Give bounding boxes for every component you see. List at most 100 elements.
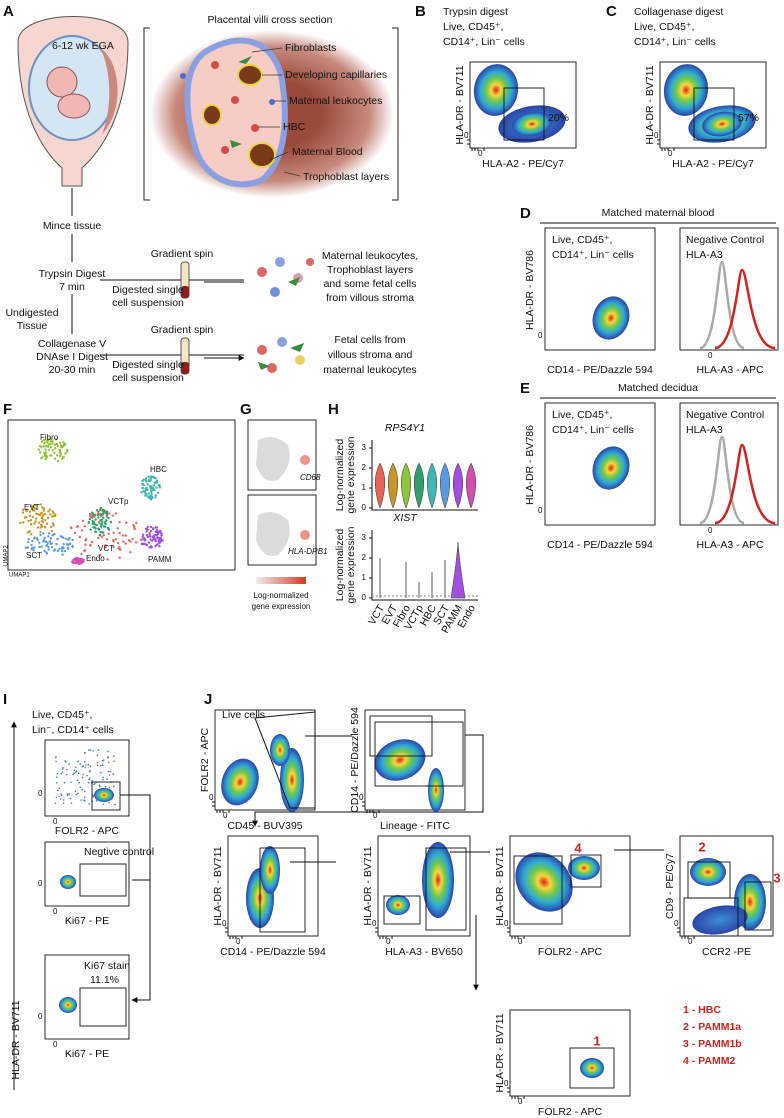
cell-point xyxy=(31,546,34,550)
tick-label: 0 xyxy=(504,919,509,928)
cell-point xyxy=(104,543,107,547)
cell-point xyxy=(39,503,42,506)
plot-frame xyxy=(469,61,577,149)
cell-point xyxy=(84,790,86,793)
cell-point xyxy=(150,493,153,496)
cell-point xyxy=(39,530,42,534)
cell-point xyxy=(51,534,54,537)
cell-point xyxy=(146,535,150,539)
cell-point xyxy=(143,539,147,542)
cell-point xyxy=(36,538,39,542)
cell-point xyxy=(158,538,161,542)
axis-label: CD14 - PE/Dazzle 594 xyxy=(547,539,653,551)
cell-point xyxy=(35,512,38,516)
legend-entry: HLA-A3 xyxy=(686,249,723,261)
cell-point xyxy=(118,521,121,524)
density xyxy=(702,111,742,137)
cell-point xyxy=(89,765,92,768)
cell-point xyxy=(93,515,96,518)
cell-point xyxy=(58,795,60,798)
cell-point xyxy=(92,526,95,529)
gate xyxy=(570,854,602,888)
cell-point xyxy=(59,798,62,800)
cell-point xyxy=(56,772,59,775)
cell-point xyxy=(129,550,132,554)
cell-point xyxy=(37,448,40,451)
cell-point xyxy=(93,783,95,786)
cell-point xyxy=(61,536,65,539)
gate xyxy=(569,1047,615,1089)
cell-point xyxy=(75,793,78,796)
tick-marks xyxy=(212,801,230,813)
label: 7 min xyxy=(59,281,85,293)
cell-point xyxy=(125,521,128,524)
cell-point xyxy=(29,518,33,522)
cluster-label: SCT xyxy=(26,551,42,560)
cell-point xyxy=(47,535,50,538)
tick-label: 0 xyxy=(708,351,713,360)
umap-shadow xyxy=(256,436,290,481)
tick-marks xyxy=(507,1087,525,1099)
axis-label: CD14 - PE/Dazzle 594 xyxy=(349,707,361,813)
cell-point xyxy=(91,514,95,517)
gene-label: HLA-DRB1 xyxy=(288,547,328,556)
cell-point xyxy=(101,520,104,524)
gate-value: 57% xyxy=(738,112,759,124)
cell-point xyxy=(64,760,66,762)
cell-point xyxy=(99,508,102,511)
cell-point xyxy=(141,535,144,539)
cell-point xyxy=(112,540,115,543)
cell-point xyxy=(116,541,120,545)
cell-point xyxy=(37,521,41,524)
axis-label: HLA-DR - BV711 xyxy=(10,1000,22,1079)
density xyxy=(260,846,280,894)
gate xyxy=(744,881,772,931)
density xyxy=(663,64,709,116)
density xyxy=(473,64,519,116)
cell-point xyxy=(31,515,35,519)
panel-letter: C xyxy=(606,3,617,20)
cell-point xyxy=(140,542,143,546)
cell-point xyxy=(72,558,75,562)
cell-point xyxy=(59,535,62,538)
cell-point xyxy=(141,486,145,490)
cell-point xyxy=(47,548,50,551)
cell-point xyxy=(53,451,56,454)
label: Undigested xyxy=(5,307,58,319)
cell-point xyxy=(49,537,53,540)
density xyxy=(515,852,573,912)
tick-marks xyxy=(657,139,675,151)
cell-point xyxy=(73,769,76,772)
cell-point xyxy=(108,801,110,804)
cell-point xyxy=(105,510,109,513)
cell-point xyxy=(46,541,49,544)
cell-point xyxy=(98,553,102,557)
label: CD14⁺, Lin⁻ cells xyxy=(443,36,525,48)
cell-point xyxy=(33,536,36,540)
plot-frame xyxy=(44,841,130,907)
cell-point xyxy=(99,771,102,774)
legend-entry: 4 - PAMM2 xyxy=(683,1055,735,1067)
cell-point xyxy=(119,548,122,551)
cell-point xyxy=(83,752,86,754)
legend-entry: Negative Control xyxy=(686,409,764,421)
gate-arrow xyxy=(290,735,664,990)
axis-label: HLA-DR - BV711 xyxy=(454,65,466,144)
cell-point xyxy=(63,442,67,446)
violin xyxy=(427,462,437,509)
cell-point xyxy=(101,530,104,534)
cell-point xyxy=(99,785,101,788)
cell-point xyxy=(91,522,94,525)
tick-label: 0 xyxy=(688,937,693,946)
plot-frame xyxy=(544,402,656,526)
tick-label: 0 xyxy=(538,506,543,515)
cell-point xyxy=(61,771,64,773)
cell-point xyxy=(101,516,105,519)
cell-point xyxy=(155,533,159,536)
cell-point xyxy=(25,510,28,513)
cell-point xyxy=(145,533,149,537)
cell-point xyxy=(141,482,144,486)
axis-label: HLA-A2 - PE/Cy7 xyxy=(672,158,754,170)
axis-label: Log-normalized xyxy=(334,529,346,602)
cell-point xyxy=(70,781,72,783)
